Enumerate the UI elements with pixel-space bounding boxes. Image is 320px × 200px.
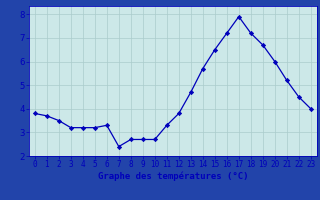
- X-axis label: Graphe des températures (°C): Graphe des températures (°C): [98, 172, 248, 181]
